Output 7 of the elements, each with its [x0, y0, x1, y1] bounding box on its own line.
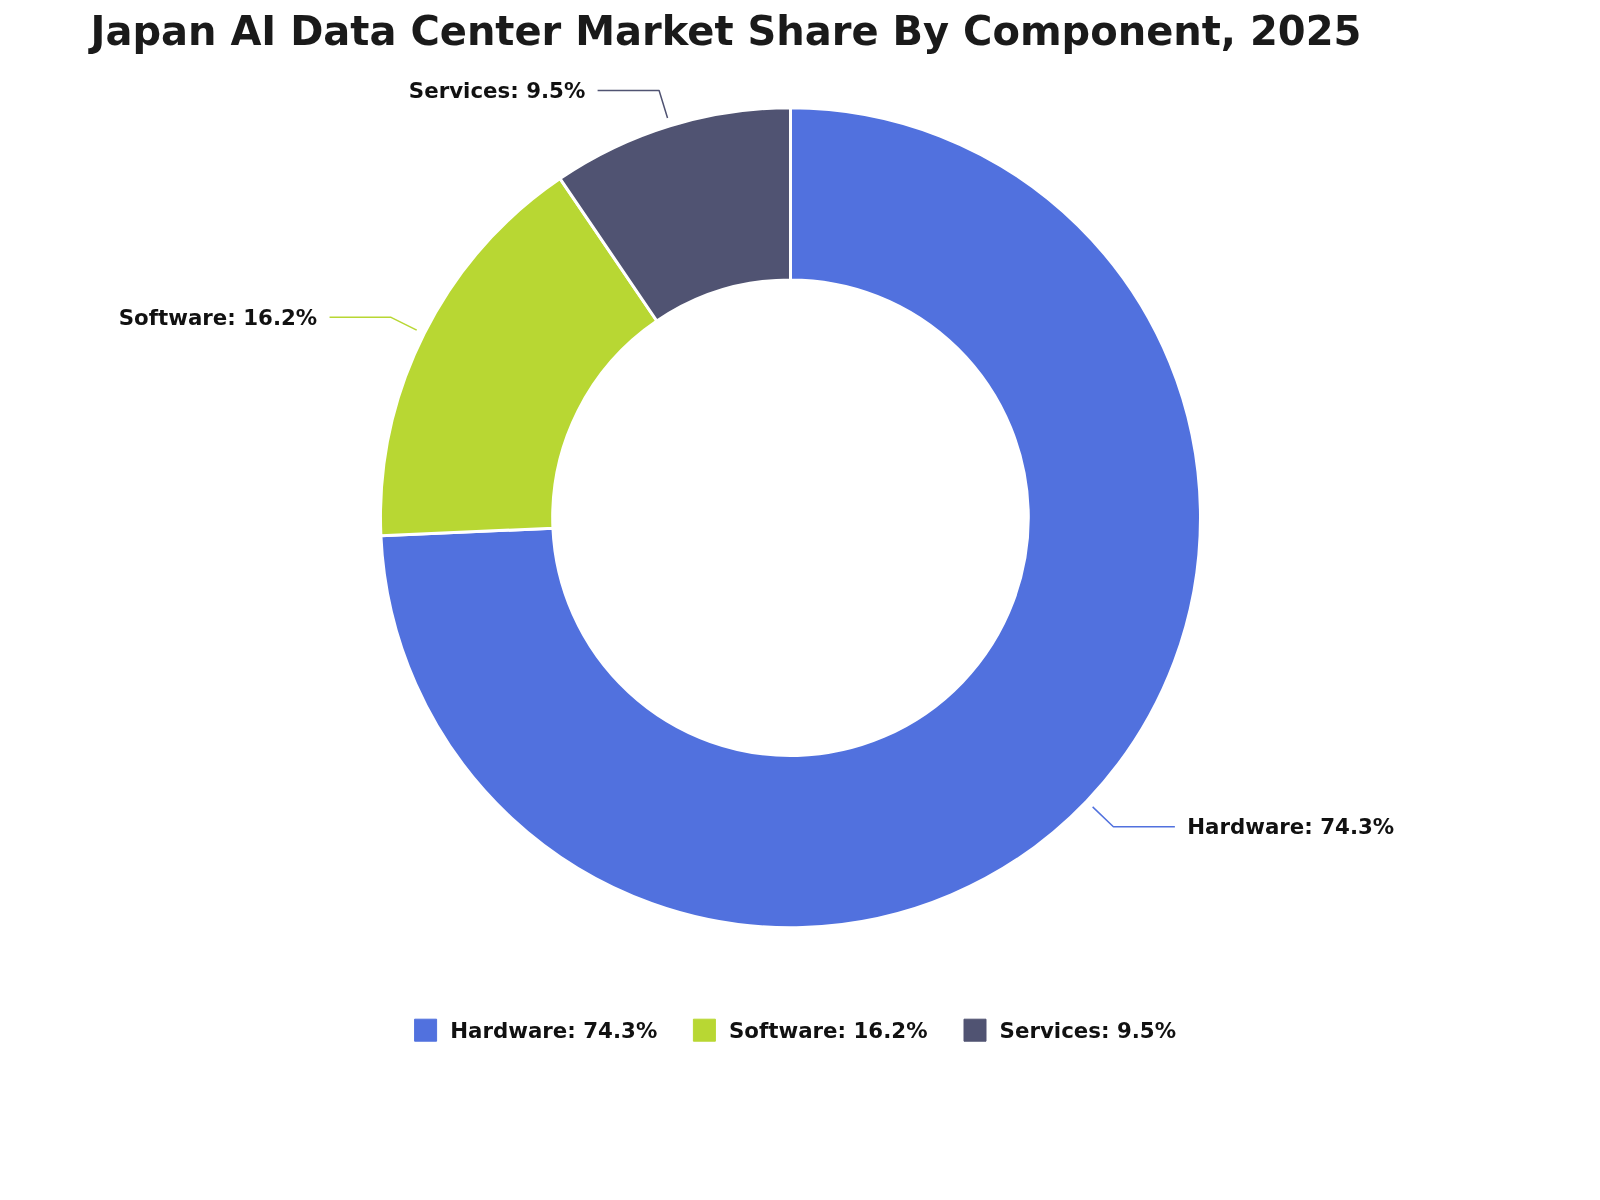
legend-label: Software: 16.2%	[729, 1017, 928, 1043]
chart-title: Japan AI Data Center Market Share By Component, 2025	[87, 7, 1362, 54]
legend-label: Hardware: 74.3%	[450, 1017, 658, 1043]
slice-label: Hardware: 74.3%	[1187, 814, 1395, 840]
legend-label: Services: 9.5%	[999, 1017, 1177, 1043]
slice-label: Services: 9.5%	[408, 78, 586, 104]
slice-label: Software: 16.2%	[118, 304, 318, 330]
